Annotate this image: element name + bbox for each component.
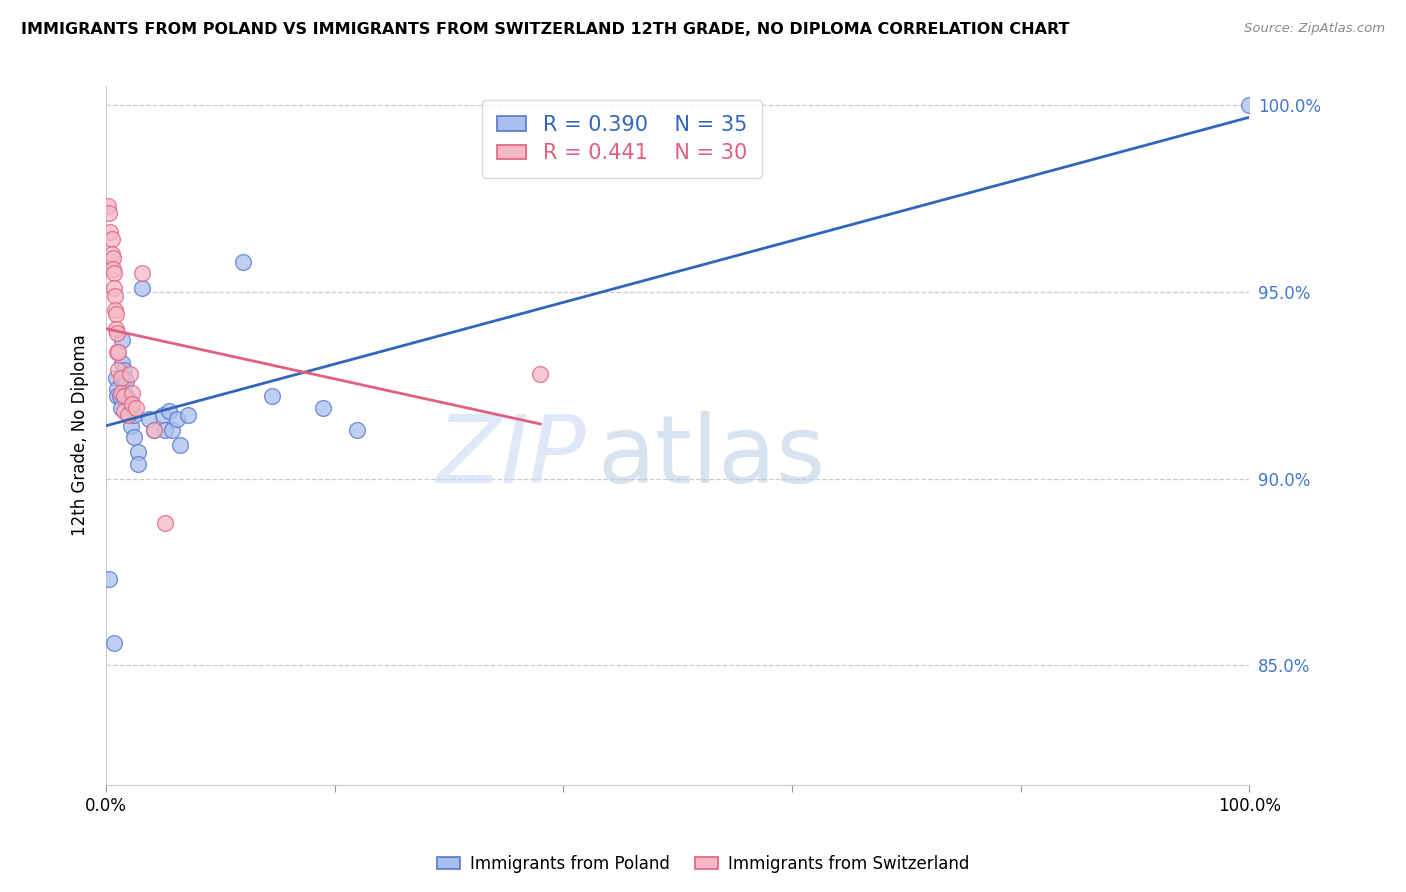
Point (124, 408, 146, 422)
Point (177, 408, 200, 422)
Point (105, 322, 128, 336)
Point (98, 572, 121, 586)
Point (105, 326, 128, 340)
Point (169, 438, 191, 452)
Point (166, 411, 188, 425)
Point (103, 636, 125, 650)
Point (142, 423, 165, 437)
Point (101, 262, 124, 277)
Point (105, 344, 128, 359)
Point (124, 401, 146, 415)
Point (127, 445, 149, 459)
Point (100, 225, 122, 239)
Point (111, 356, 134, 370)
Point (260, 389, 283, 403)
Legend: R = 0.390    N = 35, R = 0.441    N = 30: R = 0.390 N = 35, R = 0.441 N = 30 (482, 100, 762, 178)
Point (108, 389, 131, 403)
Point (105, 382, 128, 396)
Point (1239, 98, 1261, 112)
Text: IMMIGRANTS FROM POLAND VS IMMIGRANTS FROM SWITZERLAND 12TH GRADE, NO DIPLOMA COR: IMMIGRANTS FROM POLAND VS IMMIGRANTS FRO… (21, 22, 1070, 37)
Point (529, 367, 551, 381)
Point (138, 411, 160, 425)
Point (346, 423, 368, 437)
Point (107, 344, 129, 359)
Point (117, 408, 139, 422)
Point (105, 389, 128, 403)
Point (118, 393, 141, 408)
Point (107, 363, 129, 377)
Point (103, 281, 125, 295)
Point (105, 370, 128, 384)
Point (232, 255, 254, 269)
Point (104, 288, 127, 302)
Point (312, 401, 335, 415)
Point (100, 232, 122, 246)
Point (155, 516, 177, 531)
Point (115, 375, 138, 389)
Point (103, 266, 125, 280)
Point (110, 401, 132, 415)
Point (112, 363, 135, 377)
Point (142, 423, 165, 437)
Point (120, 419, 142, 434)
Point (131, 281, 153, 295)
Point (115, 389, 138, 403)
Point (110, 370, 132, 384)
Point (157, 404, 180, 418)
Point (127, 457, 149, 471)
Point (112, 404, 135, 418)
Point (104, 303, 127, 318)
Point (131, 266, 153, 280)
Point (120, 401, 142, 415)
Point (112, 370, 135, 384)
Text: Source: ZipAtlas.com: Source: ZipAtlas.com (1244, 22, 1385, 36)
Point (100, 247, 122, 261)
Text: atlas: atlas (598, 410, 825, 502)
Point (121, 397, 143, 411)
Point (101, 251, 124, 265)
Point (155, 423, 177, 437)
Y-axis label: 12th Grade, No Diploma: 12th Grade, No Diploma (72, 334, 89, 536)
Text: ZIP: ZIP (436, 411, 586, 502)
Point (112, 389, 135, 403)
Point (121, 385, 143, 400)
Point (152, 408, 174, 422)
Point (124, 430, 146, 444)
Point (97, 199, 120, 213)
Point (110, 385, 132, 400)
Point (98, 206, 121, 220)
Legend: Immigrants from Poland, Immigrants from Switzerland: Immigrants from Poland, Immigrants from … (430, 848, 976, 880)
Point (160, 423, 183, 437)
Point (105, 307, 128, 321)
Point (111, 334, 134, 348)
Point (118, 367, 141, 381)
